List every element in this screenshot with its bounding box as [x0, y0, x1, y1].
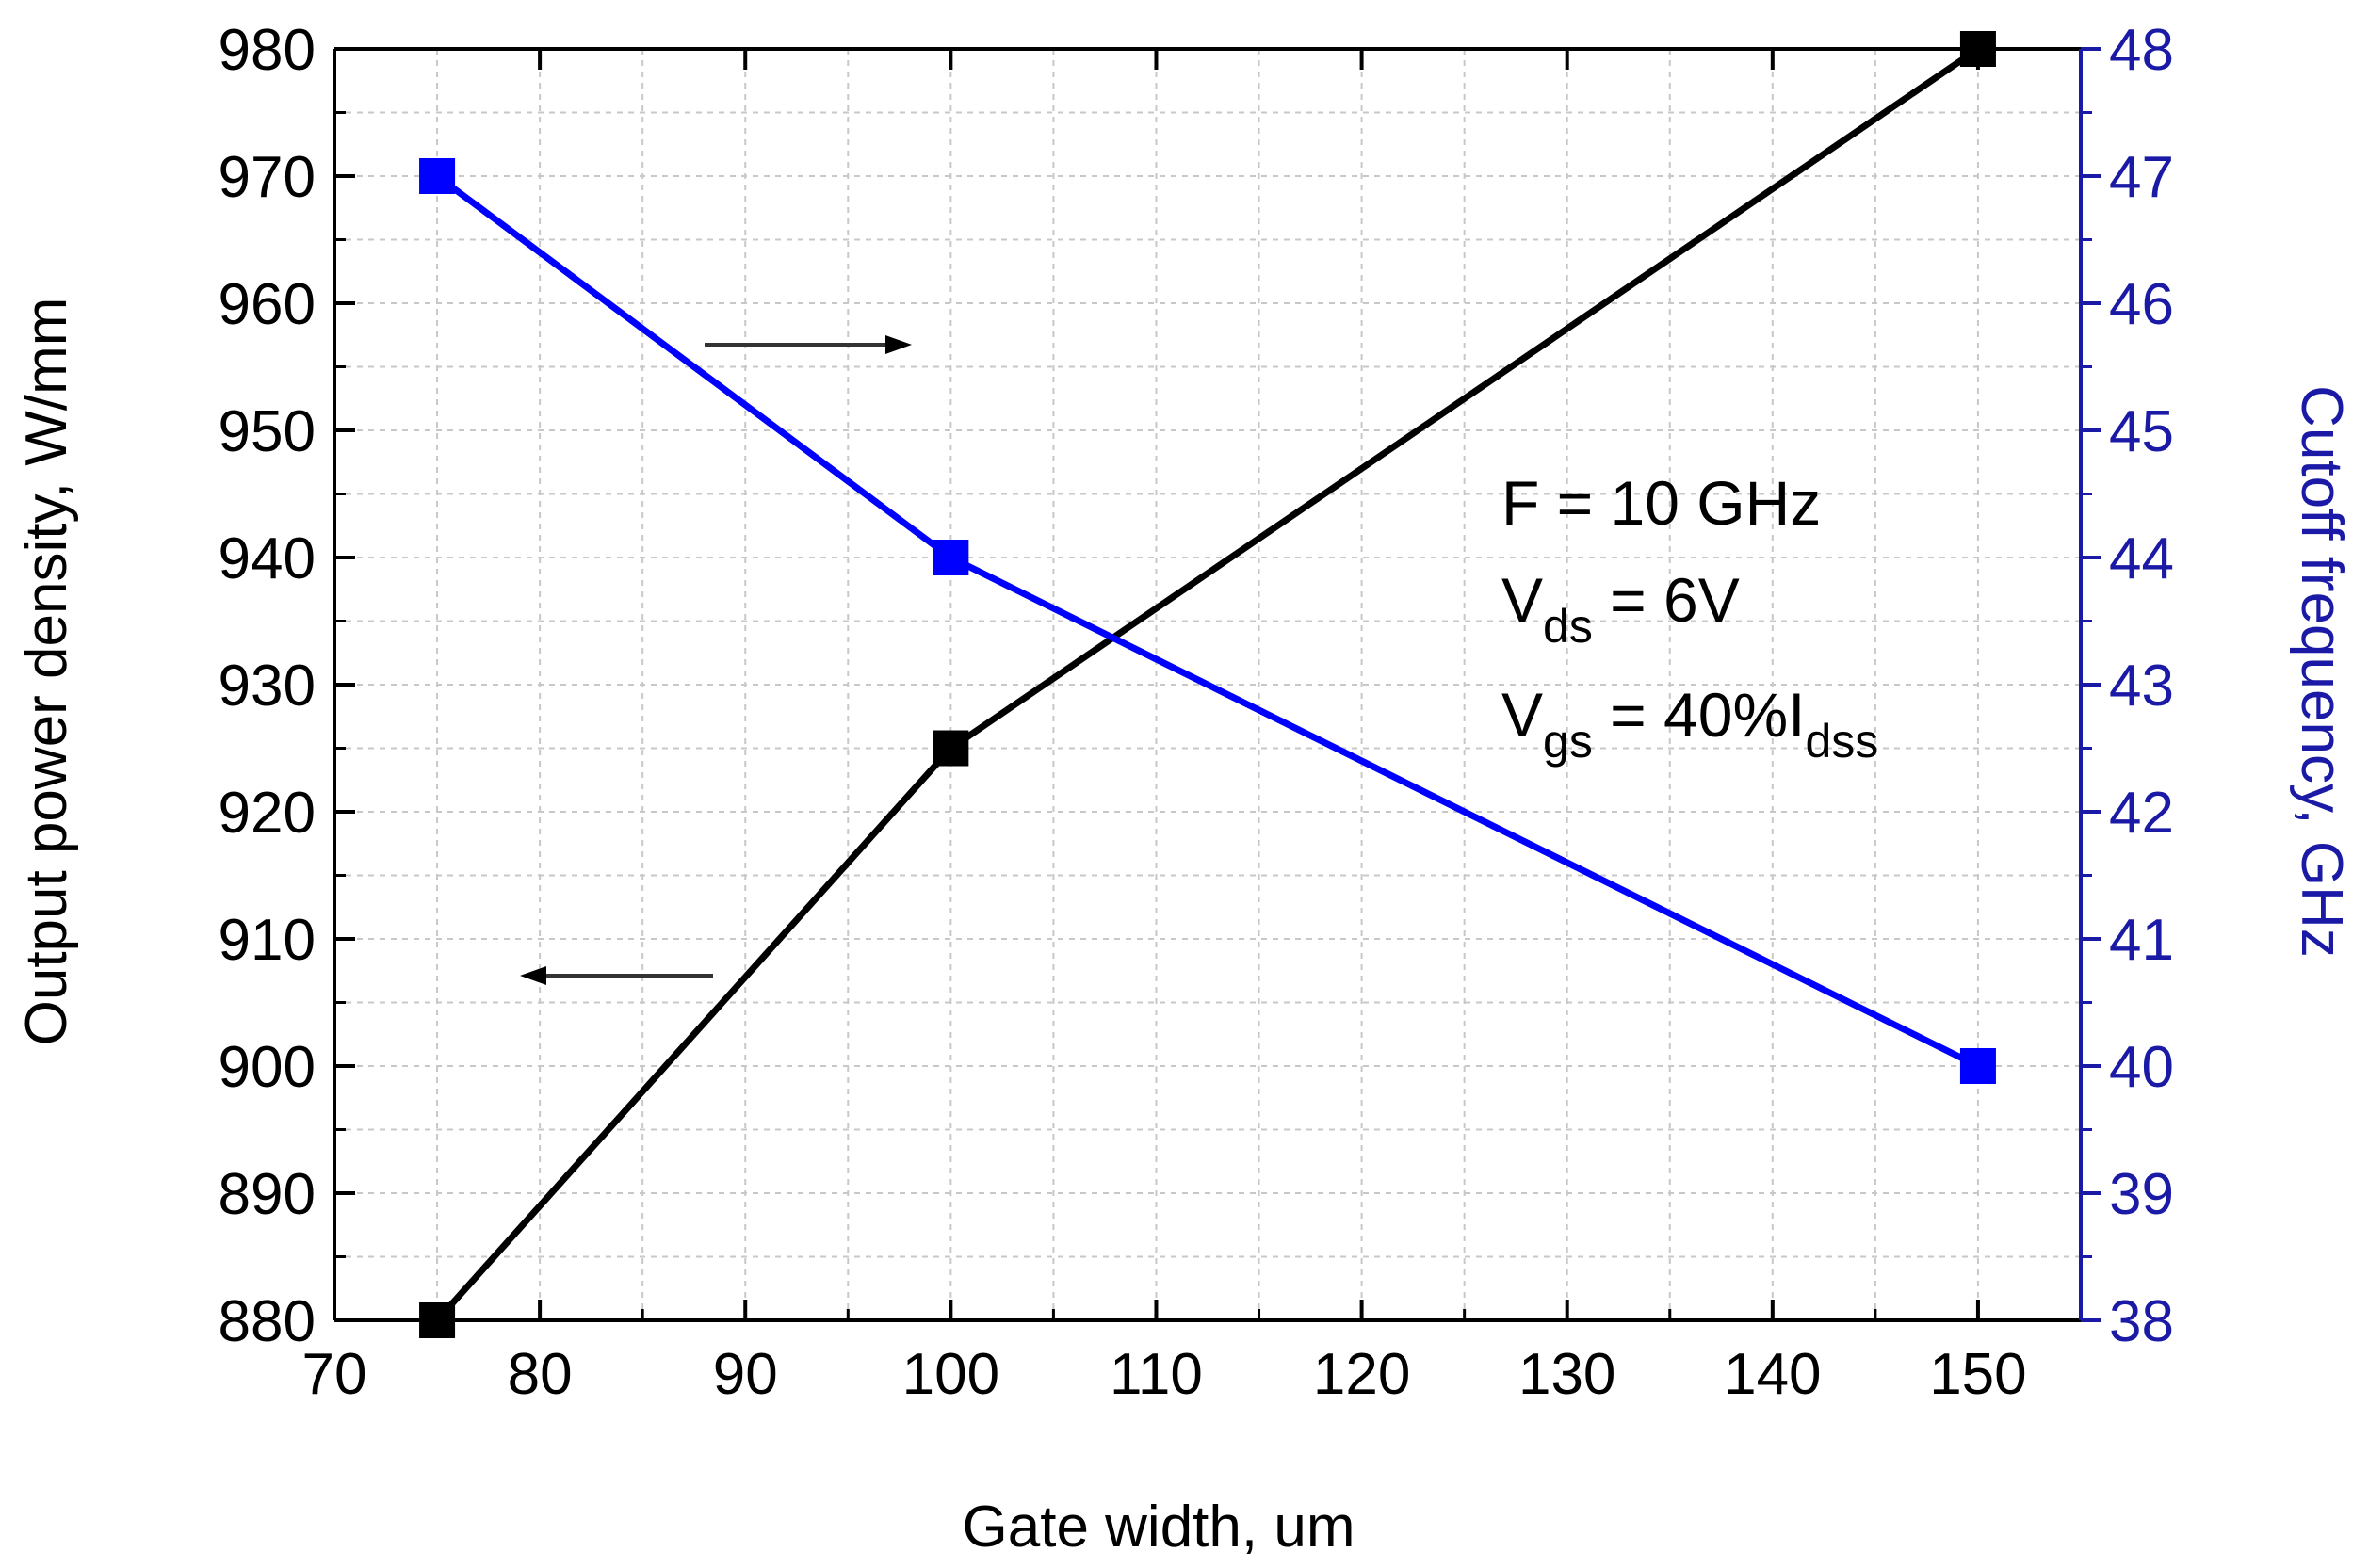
arrow-to-left-axis — [520, 966, 713, 985]
marker-cutoff-frequency — [1959, 1048, 1996, 1084]
x-tick-label: 130 — [1518, 1342, 1615, 1407]
y-left-tick-label: 930 — [219, 654, 316, 719]
right-axis-title: Cutoff frequency, GHz — [2289, 385, 2354, 958]
y-right-tick-label: 48 — [2109, 18, 2174, 83]
y-right-tick-label: 43 — [2109, 654, 2174, 719]
y-right-tick-label: 39 — [2109, 1162, 2174, 1227]
y-right-tick-label: 41 — [2109, 908, 2174, 973]
x-tick-label: 120 — [1313, 1342, 1410, 1407]
y-right-tick-label: 45 — [2109, 399, 2174, 464]
y-left-tick-label: 890 — [219, 1162, 316, 1227]
series-markers — [419, 31, 1996, 1338]
y-left-tick-label: 920 — [219, 781, 316, 846]
annotation-frequency: F = 10 GHz — [1501, 468, 1821, 538]
marker-cutoff-frequency — [933, 540, 969, 575]
x-axis-title: Gate width, um — [963, 1495, 1355, 1560]
x-tick-label: 70 — [302, 1342, 367, 1407]
x-tick-label: 80 — [508, 1342, 573, 1407]
marker-cutoff-frequency — [419, 158, 456, 194]
x-tick-label: 90 — [713, 1342, 778, 1407]
y-right-tick-label: 47 — [2109, 145, 2174, 210]
annotation-vgs: Vgs = 40%Idss — [1501, 680, 1878, 768]
y-right-tick-label: 46 — [2109, 272, 2174, 337]
tick-labels: 70 80 90 100 110 120 130 140 150 880 890 900 910 920 9… — [219, 18, 2174, 1407]
y-left-tick-label: 970 — [219, 145, 316, 210]
y-left-tick-label: 900 — [219, 1035, 316, 1100]
y-left-tick-label: 980 — [219, 18, 316, 83]
condition-annotation: F = 10 GHz Vds = 6V Vgs = 40%Idss — [1501, 468, 1878, 768]
y-left-tick-label: 880 — [219, 1289, 316, 1354]
y-left-tick-label: 940 — [219, 526, 316, 591]
left-axis-title: Output power density, W/mm — [14, 298, 79, 1046]
x-tick-label: 110 — [1110, 1342, 1203, 1407]
x-tick-label: 140 — [1724, 1342, 1821, 1407]
y-left-tick-label: 960 — [219, 272, 316, 337]
y-right-tick-label: 44 — [2109, 526, 2174, 591]
y-right-tick-label: 42 — [2109, 781, 2174, 846]
arrow-to-right-axis — [705, 335, 912, 354]
marker-output-power — [933, 730, 969, 767]
annotation-vds: Vds = 6V — [1501, 565, 1740, 653]
y-right-tick-label: 40 — [2109, 1035, 2174, 1100]
y-left-tick-label: 910 — [219, 908, 316, 973]
tick-marks — [333, 47, 2101, 1322]
y-left-tick-label: 950 — [219, 399, 316, 464]
x-tick-label: 100 — [902, 1342, 999, 1407]
y-right-tick-label: 38 — [2109, 1289, 2174, 1354]
x-tick-label: 150 — [1929, 1342, 2026, 1407]
